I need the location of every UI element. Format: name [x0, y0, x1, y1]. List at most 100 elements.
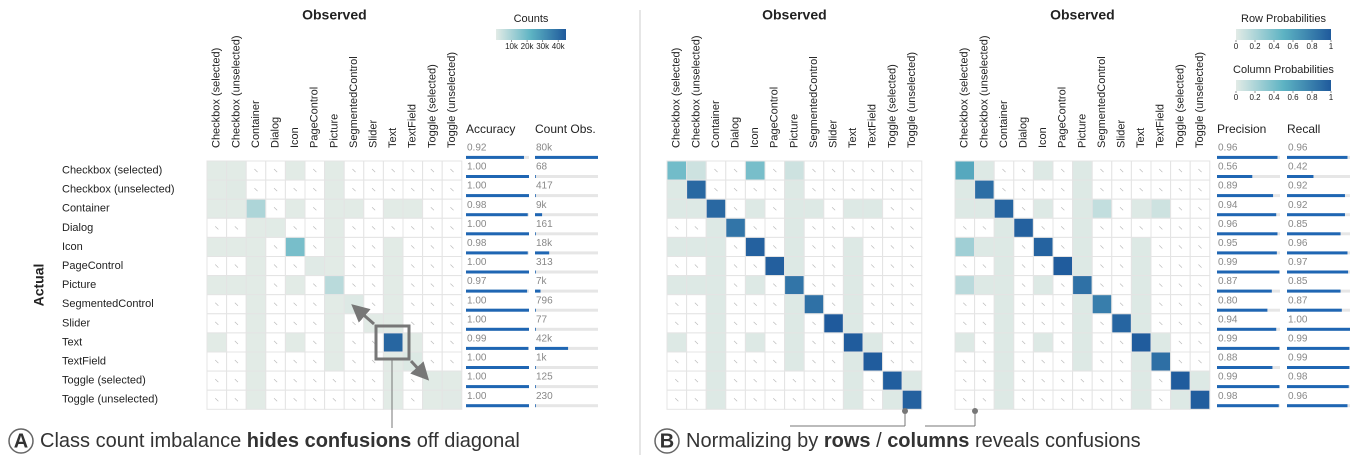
empty-slash — [214, 226, 219, 230]
y-tick-label: Icon — [62, 241, 83, 253]
cell — [1189, 370, 1211, 391]
annotation: Class count imbalance hides confusions o… — [40, 430, 520, 452]
cell — [284, 236, 306, 257]
value-label: 0.97 — [1288, 257, 1308, 268]
empty-slash — [831, 340, 836, 345]
empty-slash — [254, 187, 258, 192]
cell — [206, 160, 228, 181]
empty-slash — [371, 378, 376, 383]
cell — [1072, 236, 1093, 257]
cell — [842, 236, 864, 257]
marks: Observed Checkbox (selected) Checkbox (uns… — [62, 7, 1350, 410]
empty-slash — [733, 302, 738, 307]
cell — [705, 198, 727, 219]
cell — [993, 198, 1015, 219]
empty-slash — [371, 245, 376, 249]
empty-slash — [1198, 359, 1202, 364]
cell — [705, 389, 727, 410]
empty-slash — [234, 359, 239, 364]
y-tick-label: Checkbox (selected) — [62, 164, 162, 176]
empty-slash — [1178, 283, 1183, 287]
cell — [382, 332, 404, 353]
empty-slash — [1178, 206, 1183, 211]
cell — [324, 294, 345, 315]
empty-slash — [1100, 359, 1104, 364]
annotation-part: hides confusions — [247, 430, 411, 452]
empty-slash — [1119, 187, 1124, 192]
empty-slash — [812, 264, 816, 268]
empty-slash — [1198, 226, 1202, 230]
cell — [993, 294, 1015, 315]
bar — [466, 232, 529, 236]
value-label: 1.00 — [467, 181, 487, 192]
cell — [744, 236, 766, 257]
cell — [954, 332, 976, 353]
empty-slash — [410, 187, 415, 192]
empty-slash — [694, 302, 699, 307]
value-label: 0.99 — [1218, 334, 1238, 345]
cell — [324, 198, 345, 219]
empty-slash — [273, 187, 278, 192]
cell — [705, 236, 727, 257]
value-label: 1.00 — [467, 372, 487, 383]
cell — [686, 179, 707, 200]
empty-slash — [273, 168, 278, 173]
empty-slash — [1158, 283, 1163, 287]
empty-slash — [910, 283, 914, 287]
cell — [245, 370, 267, 391]
empty-slash — [312, 187, 317, 192]
empty-slash — [1119, 283, 1124, 287]
bar — [535, 232, 536, 236]
x-tick-label: Container — [998, 100, 1010, 148]
cell — [823, 313, 844, 334]
empty-slash — [352, 168, 356, 173]
bar — [535, 346, 569, 350]
cell — [1032, 236, 1054, 257]
colorbar-tick-label: 10k — [505, 42, 519, 51]
empty-slash — [714, 187, 718, 192]
badge-letter: A — [14, 430, 28, 452]
bar — [1217, 232, 1278, 236]
x-tick-label: Toggle (unselected) — [1194, 52, 1206, 148]
x-tick-label: Dialog — [270, 117, 282, 148]
empty-slash — [812, 245, 816, 249]
value-label: 0.97 — [467, 276, 487, 287]
empty-slash — [753, 397, 758, 402]
empty-slash — [430, 226, 435, 230]
value-label: 77 — [536, 314, 548, 325]
empty-slash — [1021, 340, 1026, 345]
cell — [1130, 351, 1152, 372]
value-label: 0.85 — [1288, 219, 1308, 230]
colorbar-tick-label: 0 — [1234, 93, 1239, 102]
empty-slash — [1100, 226, 1104, 230]
value-label: 0.94 — [1218, 200, 1238, 211]
cell — [245, 217, 267, 238]
cell — [382, 389, 404, 410]
empty-slash — [273, 206, 278, 211]
empty-slash — [430, 187, 435, 192]
x-tick-label: Toggle (unselected) — [906, 52, 918, 148]
empty-slash — [890, 321, 895, 326]
bar-track — [535, 251, 598, 255]
empty-slash — [1178, 226, 1183, 230]
cell — [1072, 313, 1093, 334]
empty-slash — [1198, 302, 1202, 307]
empty-slash — [890, 206, 895, 211]
empty-slash — [1158, 302, 1163, 307]
badge — [654, 428, 680, 454]
empty-slash — [234, 264, 239, 268]
value-label: 1.00 — [467, 219, 487, 230]
y-axis-title: Actual — [31, 264, 47, 307]
x-tick-label: Icon — [749, 127, 761, 148]
y-tick-label: Picture — [62, 279, 96, 291]
bar-track — [535, 404, 598, 408]
cell — [1111, 313, 1132, 334]
x-tick-label: Checkbox (selected) — [211, 48, 223, 148]
empty-slash — [1060, 397, 1065, 402]
value-label: 0.92 — [1288, 181, 1308, 192]
empty-slash — [1119, 264, 1124, 268]
empty-slash — [733, 206, 738, 211]
empty-slash — [273, 359, 278, 364]
cell — [1130, 294, 1152, 315]
empty-slash — [831, 264, 836, 268]
